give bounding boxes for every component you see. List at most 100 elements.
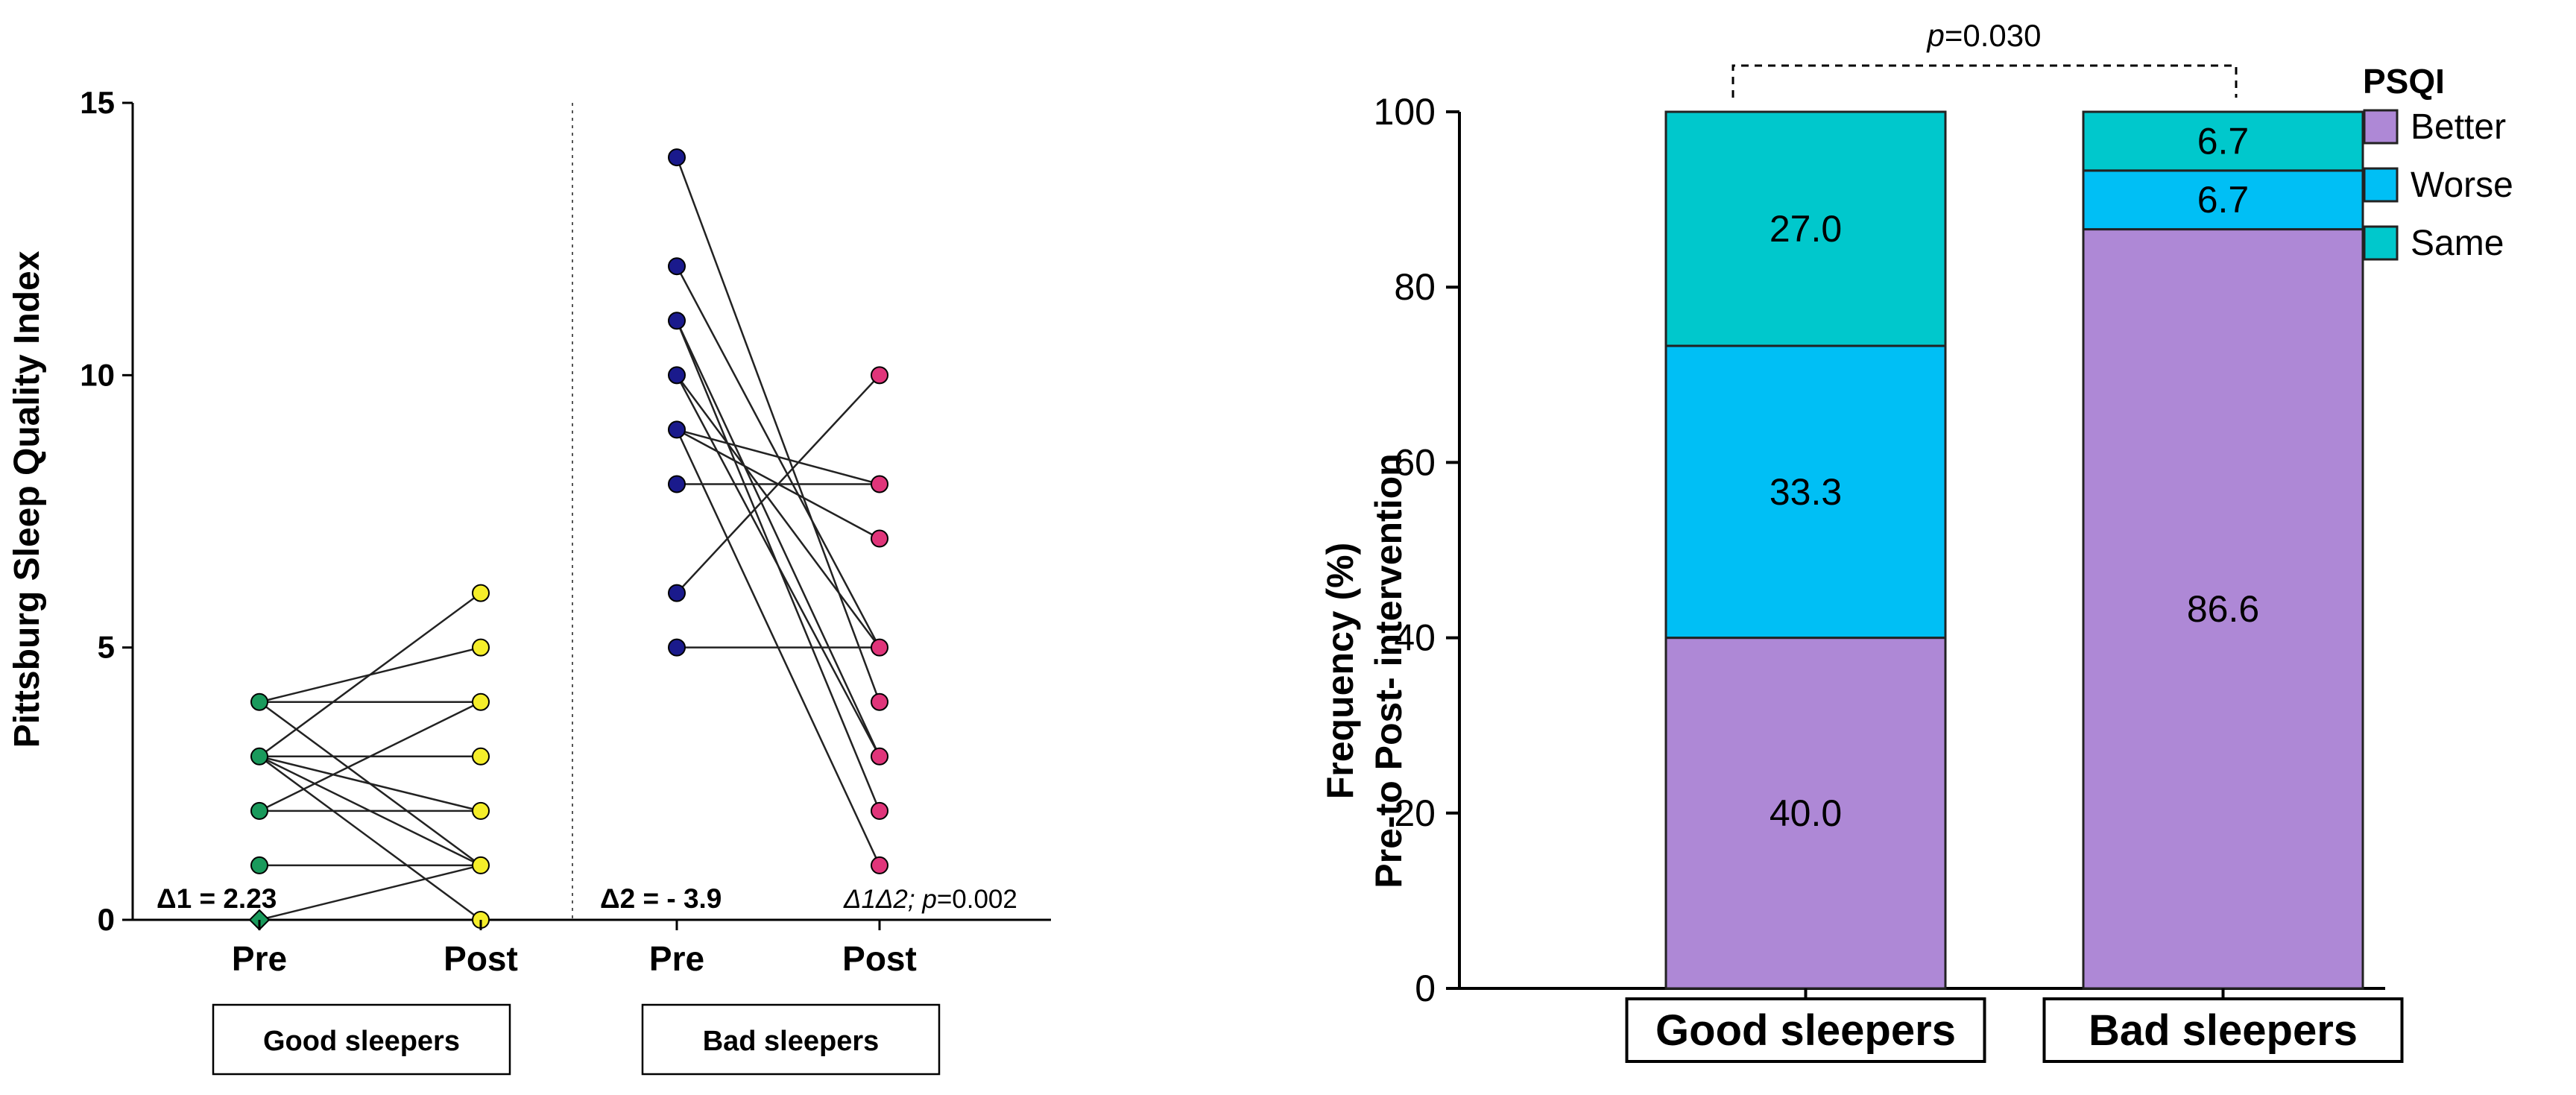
pre-point	[668, 148, 686, 167]
pre-point	[668, 366, 686, 385]
pre-point	[668, 312, 686, 330]
y-axis-ticks: 0 20 40 60 80 100	[1374, 91, 1459, 1009]
data-points	[248, 148, 888, 931]
p-symbol: p	[921, 885, 936, 914]
legend-swatch-same	[2363, 225, 2399, 261]
post-point	[472, 692, 490, 711]
pair-lines	[259, 157, 881, 921]
legend-swatch-worse	[2363, 167, 2399, 203]
pre-point	[250, 747, 268, 766]
group-box-bad	[641, 1003, 941, 1076]
post-point	[871, 475, 888, 493]
comparison-p-number: =0.030	[1945, 18, 2042, 53]
y-tick-label: 10	[80, 357, 115, 392]
bar-value-label: 33.3	[1770, 471, 1842, 513]
bar-segment-better	[2082, 228, 2364, 990]
group-label-good: Good sleepers	[263, 1026, 460, 1057]
psqi-slopegraph: Pittsburg Sleep Quality Index 0 5 10 15 Pre…	[7, 85, 1051, 1076]
pair-line	[259, 701, 482, 812]
category-label: Good sleepers	[1655, 1006, 1956, 1055]
y-axis-label: Pittsburg Sleep Quality Index	[7, 250, 47, 748]
y-tick-label: 20	[1394, 792, 1436, 834]
pre-point	[668, 638, 686, 657]
pre-point	[250, 692, 268, 711]
legend-label: Worse	[2411, 165, 2513, 205]
post-point	[871, 692, 888, 711]
bar-value-label: 86.6	[2187, 588, 2259, 630]
y-tick-label: 15	[80, 85, 115, 120]
legend-label: Same	[2411, 224, 2504, 263]
y-tick-label: 80	[1394, 266, 1436, 308]
x-axis-ticks: Pre Post Pre Post	[232, 920, 917, 978]
pair-line	[675, 320, 881, 757]
p-value-annotation: Δ1Δ2; p=0.002	[843, 885, 1017, 914]
pair-line	[259, 755, 482, 921]
post-point	[871, 638, 888, 657]
pair-line	[259, 755, 482, 812]
pair-line	[675, 157, 881, 703]
bar-value-label: 6.7	[2197, 179, 2250, 221]
post-point	[871, 529, 888, 548]
psqi-stacked-bar-chart: Frequency (%) Pre-to Post- intervention …	[1319, 18, 2513, 1063]
post-point	[871, 801, 888, 820]
post-point	[871, 366, 888, 385]
y-tick-label: 0	[1415, 968, 1436, 1009]
y-tick-label: 40	[1394, 617, 1436, 659]
post-point	[472, 584, 490, 602]
pre-point	[668, 475, 686, 493]
bar-segment-same	[1664, 110, 1947, 347]
p-annotation-italic: Δ1Δ2;	[843, 885, 922, 914]
y-tick-label: 60	[1394, 441, 1436, 483]
x-tick-label: Post	[443, 939, 518, 978]
x-tick-label: Post	[842, 939, 917, 978]
legend: PSQI Better Worse Same	[2363, 62, 2513, 263]
p-value: =0.002	[937, 885, 1017, 914]
post-point	[472, 747, 490, 766]
y-axis-ticks: 0 5 10 15	[80, 85, 133, 937]
pair-line	[675, 374, 881, 757]
category-box	[1625, 997, 1986, 1063]
pair-line	[259, 864, 482, 921]
post-point	[472, 638, 490, 657]
post-point	[472, 856, 490, 874]
comparison-p-value: p=0.030	[1926, 18, 2042, 53]
y-axis-label-line2: Pre-to Post- intervention	[1368, 453, 1409, 888]
post-point	[871, 856, 888, 874]
y-tick-label: 0	[98, 902, 115, 937]
legend-swatch-better	[2363, 109, 2399, 145]
stacked-bars: 40.0 33.3 27.0 86.6 6.7 6.7	[1664, 110, 2364, 990]
pre-point	[668, 420, 686, 439]
post-point	[472, 801, 490, 820]
pre-point	[250, 801, 268, 820]
category-labels: Good sleepers Bad sleepers	[1625, 988, 2404, 1063]
group-box-good	[212, 1003, 511, 1076]
pair-line	[259, 592, 482, 757]
x-tick-label: Pre	[232, 939, 287, 978]
bar-segment-worse	[1664, 344, 1947, 640]
bar-value-label: 27.0	[1770, 208, 1842, 250]
y-axis-label-line1: Frequency (%)	[1319, 543, 1361, 800]
pre-point	[668, 257, 686, 276]
y-tick-label: 100	[1374, 91, 1436, 133]
pre-point	[668, 584, 686, 602]
bar-segment-better	[1664, 637, 1947, 990]
pair-line	[676, 429, 880, 485]
x-tick-label: Pre	[649, 939, 704, 978]
delta2-label: Δ2 = - 3.9	[600, 883, 722, 914]
bar-segment-same	[2082, 110, 2364, 172]
pre-point	[250, 856, 268, 874]
category-label: Bad sleepers	[2089, 1006, 2358, 1055]
y-tick-label: 5	[98, 630, 115, 665]
pair-line	[676, 374, 880, 594]
legend-label: Better	[2411, 107, 2506, 147]
comparison-bracket	[1731, 64, 2238, 98]
bar-value-label: 40.0	[1770, 792, 1842, 834]
legend-title: PSQI	[2363, 62, 2445, 101]
pair-line	[675, 374, 881, 649]
post-point	[871, 747, 888, 766]
category-box	[2042, 997, 2404, 1063]
comparison-p-symbol: p	[1926, 18, 1945, 53]
bar-value-label: 6.7	[2197, 120, 2250, 162]
bar-segment-worse	[2082, 169, 2364, 231]
